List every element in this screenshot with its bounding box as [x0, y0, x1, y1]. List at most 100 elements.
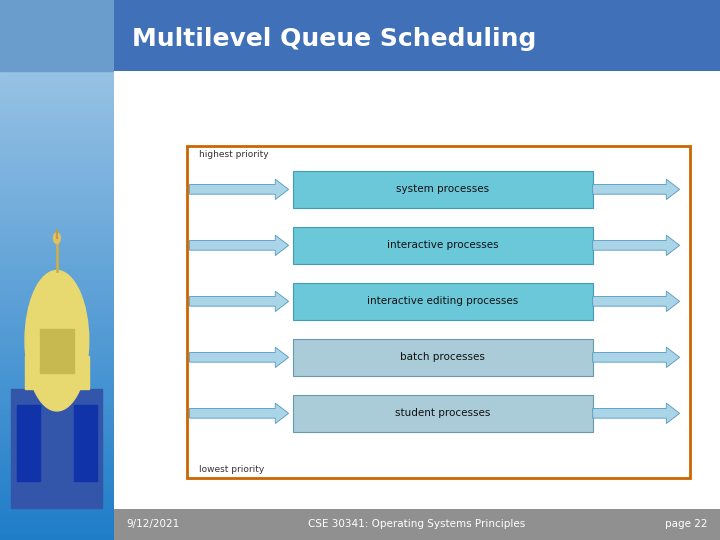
Bar	[0, 135, 114, 140]
Ellipse shape	[25, 271, 89, 411]
Bar	[0, 481, 114, 486]
Bar	[0, 22, 114, 27]
Bar	[0, 232, 114, 238]
Bar	[292, 171, 593, 208]
Bar	[0, 297, 114, 302]
Bar	[0, 189, 114, 194]
Bar	[0, 270, 114, 275]
Bar	[0, 302, 114, 308]
FancyArrow shape	[189, 403, 289, 423]
Bar	[0, 508, 114, 513]
Bar	[0, 254, 114, 259]
Bar	[0, 319, 114, 324]
Bar	[0, 410, 114, 416]
FancyArrow shape	[593, 235, 680, 255]
Text: batch processes: batch processes	[400, 352, 485, 362]
Bar	[0, 162, 114, 167]
FancyArrow shape	[593, 403, 680, 423]
Bar	[186, 146, 690, 478]
Text: 9/12/2021: 9/12/2021	[126, 519, 179, 529]
Bar	[0, 178, 114, 184]
Bar	[0, 470, 114, 475]
Bar	[0, 292, 114, 297]
Bar	[0, 373, 114, 378]
Bar	[0, 184, 114, 189]
Bar	[0, 81, 114, 86]
Bar	[0, 248, 114, 254]
Text: student processes: student processes	[395, 408, 490, 418]
Text: interactive processes: interactive processes	[387, 240, 498, 251]
Bar	[0, 389, 114, 394]
Bar	[0, 346, 114, 351]
Bar	[0, 32, 114, 38]
Bar	[0, 5, 114, 11]
FancyArrow shape	[189, 347, 289, 368]
Bar	[0, 351, 114, 356]
Bar	[0, 86, 114, 92]
Bar	[0, 103, 114, 108]
Bar	[0, 324, 114, 329]
Bar	[74, 405, 96, 481]
Text: system processes: system processes	[396, 184, 489, 194]
Bar	[0, 535, 114, 540]
Bar	[0, 405, 114, 410]
Bar	[0, 340, 114, 346]
Bar	[0, 108, 114, 113]
Bar	[0, 151, 114, 157]
FancyArrow shape	[593, 347, 680, 368]
Text: page 22: page 22	[665, 519, 708, 529]
Bar	[0, 205, 114, 211]
Bar	[0, 437, 114, 443]
Bar	[0, 454, 114, 459]
Bar	[0, 329, 114, 335]
Bar	[0, 221, 114, 227]
Bar	[0, 486, 114, 491]
Bar	[0, 238, 114, 243]
Bar	[0, 518, 114, 524]
Bar	[0, 43, 114, 49]
Bar	[0, 421, 114, 427]
Bar	[0, 140, 114, 146]
Bar	[0, 443, 114, 448]
Bar	[0, 281, 114, 286]
Bar	[0, 16, 114, 22]
Bar	[0, 524, 114, 529]
Bar	[0, 76, 114, 81]
Bar	[0, 356, 114, 362]
Bar	[0, 427, 114, 432]
Bar	[0, 130, 114, 135]
Bar	[0, 497, 114, 502]
Bar	[0, 70, 114, 76]
Bar	[0, 27, 114, 32]
FancyArrow shape	[593, 291, 680, 312]
Bar	[0, 313, 114, 319]
FancyArrow shape	[593, 179, 680, 200]
Bar	[0, 367, 114, 373]
Ellipse shape	[53, 233, 60, 244]
Bar	[0, 157, 114, 162]
Bar	[0, 54, 114, 59]
Bar	[40, 329, 74, 373]
Bar	[0, 216, 114, 221]
Bar	[0, 459, 114, 464]
Bar	[0, 113, 114, 119]
Bar	[0, 475, 114, 481]
Bar	[0, 464, 114, 470]
FancyArrow shape	[189, 291, 289, 312]
Bar	[0, 38, 114, 43]
Bar	[0, 308, 114, 313]
Bar	[0, 448, 114, 454]
FancyArrow shape	[189, 235, 289, 255]
Bar	[0, 491, 114, 497]
Bar	[0, 59, 114, 65]
Bar	[0, 49, 114, 54]
Bar	[0, 194, 114, 200]
Bar	[0, 167, 114, 173]
Bar	[0, 286, 114, 292]
Bar	[0, 119, 114, 124]
Bar	[0, 383, 114, 389]
Bar	[0, 173, 114, 178]
Bar	[292, 339, 593, 376]
Bar	[292, 283, 593, 320]
Text: CSE 30341: Operating Systems Principles: CSE 30341: Operating Systems Principles	[308, 519, 526, 529]
